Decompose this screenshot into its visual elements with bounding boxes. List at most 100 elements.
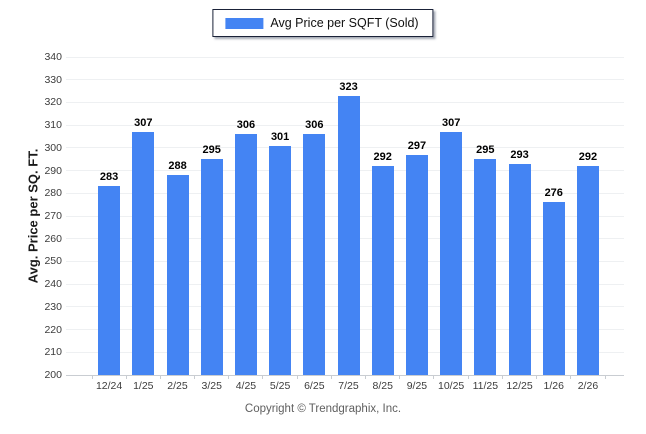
bar-cell: 283 <box>92 57 126 375</box>
x-tick-label: 12/25 <box>506 380 533 392</box>
bar <box>200 159 223 375</box>
x-axis-tick <box>467 375 469 379</box>
bar-value-label: 297 <box>407 139 427 152</box>
y-tick-label: 200 <box>44 369 62 381</box>
x-tick-label: 1/26 <box>543 380 564 392</box>
x-tick-label: 6/25 <box>304 380 325 392</box>
x-axis-tick <box>365 375 367 379</box>
bar-value-label: 292 <box>578 151 598 164</box>
x-axis-tick <box>125 375 127 379</box>
legend-swatch <box>225 17 264 29</box>
bar-value-label: 295 <box>202 144 221 157</box>
x-axis-tick-labels: 12/24 1/25 2/25 3/25 4/25 5/25 6/25 7/25 8/25 9/2… <box>92 380 605 392</box>
y-axis-tick-labels: 200 210 220 230 240 250 260 270 280 290 300 310 320 3… <box>28 52 62 381</box>
y-tick-label: 300 <box>44 141 62 154</box>
bar <box>132 131 155 375</box>
x-tick-label: 8/25 <box>372 380 393 392</box>
bar-cell: 288 <box>160 57 194 375</box>
x-tick-label: 2/25 <box>167 380 188 392</box>
y-tick-label: 330 <box>44 73 62 86</box>
y-tick-label: 320 <box>44 96 62 109</box>
bar <box>166 175 189 375</box>
y-tick-label: 270 <box>44 210 62 222</box>
bar-value-label: 292 <box>373 151 392 164</box>
x-axis-tick <box>501 375 503 379</box>
legend-label: Avg Price per SQFT (Sold) <box>270 16 419 30</box>
bar-cell: 297 <box>400 57 434 375</box>
bar-cell: 293 <box>502 57 536 375</box>
bar <box>576 166 599 375</box>
bar-value-label: 293 <box>510 148 529 161</box>
bar-value-label: 301 <box>270 130 290 143</box>
x-axis-tick <box>296 375 298 379</box>
bar <box>371 166 394 375</box>
legend: Avg Price per SQFT (Sold) <box>212 9 434 37</box>
bar <box>405 154 428 375</box>
bar-cell: 306 <box>297 57 331 375</box>
x-axis-tick <box>91 375 93 379</box>
bar-cell: 276 <box>537 57 571 375</box>
bar-series: 283 307 288 295 306 301 306 323 292 297 307 295 293 2… <box>92 57 605 375</box>
x-tick-label: 11/25 <box>472 380 499 392</box>
bar <box>303 134 326 375</box>
x-tick-label: 5/25 <box>269 380 291 392</box>
bar <box>542 202 565 375</box>
x-axis-tick <box>262 375 264 379</box>
x-axis-tick <box>228 375 230 379</box>
x-axis-tick <box>399 375 401 379</box>
bar-value-label: 283 <box>99 171 119 184</box>
bar <box>337 95 360 375</box>
y-tick-label: 250 <box>44 255 62 268</box>
x-tick-label: 10/25 <box>437 380 465 392</box>
x-tick-label: 1/25 <box>133 380 154 392</box>
bar-value-label: 306 <box>305 119 324 132</box>
gridline <box>66 56 624 58</box>
y-tick-label: 290 <box>44 164 62 177</box>
bar-cell: 323 <box>331 57 365 375</box>
copyright-text: Copyright © Trendgraphix, Inc. <box>244 403 402 415</box>
y-tick-label: 230 <box>44 300 62 313</box>
bar <box>98 186 121 375</box>
gridline <box>66 79 624 81</box>
bar-cell: 295 <box>195 57 229 375</box>
x-tick-label: 12/24 <box>95 380 123 392</box>
x-tick-label: 7/25 <box>338 380 359 392</box>
bar-cell: 295 <box>468 57 502 375</box>
x-tick-label: 2/26 <box>577 380 599 392</box>
x-tick-label: 9/25 <box>406 380 428 392</box>
bar-value-label: 323 <box>339 80 358 93</box>
x-axis-tick <box>536 375 538 379</box>
x-axis-line <box>66 374 624 376</box>
bar <box>440 131 463 375</box>
x-axis-tick <box>604 375 606 379</box>
x-axis-ticks <box>91 375 606 379</box>
bar <box>508 163 531 375</box>
bar-value-label: 288 <box>168 160 187 173</box>
y-tick-label: 260 <box>44 232 62 245</box>
y-tick-label: 280 <box>44 187 62 200</box>
y-tick-label: 310 <box>44 119 62 132</box>
x-axis-tick <box>194 375 196 379</box>
y-tick-label: 240 <box>44 278 62 291</box>
y-tick-label: 340 <box>44 51 62 63</box>
bar <box>269 145 292 375</box>
bar-cell: 292 <box>366 57 400 375</box>
bar-cell: 307 <box>434 57 468 375</box>
bar-cell: 306 <box>229 57 263 375</box>
bar-value-label: 306 <box>236 119 256 132</box>
bar-value-label: 307 <box>441 116 461 129</box>
bar-value-label: 276 <box>544 187 563 200</box>
bar-value-label: 295 <box>476 144 495 157</box>
bar-cell: 292 <box>571 57 605 375</box>
x-axis-tick <box>159 375 161 379</box>
bar-cell: 307 <box>126 57 160 375</box>
bar-value-label: 307 <box>134 116 153 129</box>
y-tick-label: 210 <box>44 346 62 359</box>
bar <box>234 134 257 375</box>
bar <box>474 159 497 375</box>
x-axis-tick <box>570 375 572 379</box>
x-axis-tick <box>330 375 332 379</box>
y-tick-label: 220 <box>44 323 62 336</box>
bar-cell: 301 <box>263 57 297 375</box>
